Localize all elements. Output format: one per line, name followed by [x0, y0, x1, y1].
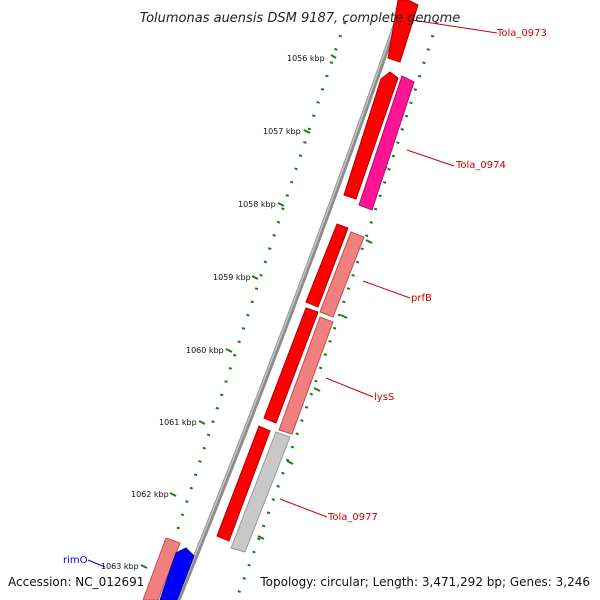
- tick-label: 1059 kbp: [213, 273, 251, 282]
- map-title: Tolumonas auensis DSM 9187, complete gen…: [140, 11, 461, 26]
- gene-label-rimO[interactable]: rimO: [63, 555, 88, 566]
- backbone-line: [175, 0, 407, 600]
- ruler-tick: [198, 420, 206, 425]
- callout-tola0973: [411, 19, 498, 34]
- ruler-ticks: [140, 54, 412, 569]
- ruler-tick: [251, 275, 259, 280]
- gene-label-prfB[interactable]: prfB: [411, 293, 432, 304]
- tick-label: 1060 kbp: [186, 346, 224, 355]
- tick-label: 1058 kbp: [238, 200, 276, 209]
- gene-fwd-4[interactable]: [216, 425, 271, 542]
- gene-prfB-arrow[interactable]: [319, 231, 365, 318]
- ruler-tick-outer: [313, 387, 321, 392]
- callout-lysS: [325, 377, 374, 398]
- gene-label-lysS[interactable]: lysS: [374, 392, 394, 403]
- gene-callouts: [87, 19, 498, 568]
- genome-summary-label: Topology: circular; Length: 3,471,292 bp…: [259, 575, 590, 589]
- gene-fwd-1[interactable]: [343, 71, 399, 200]
- gene-rimO-arrow[interactable]: [159, 547, 195, 600]
- ruler-dotted-guide-outer: [236, 21, 439, 596]
- gene-labels: Tola_0973 Tola_0974 prfB lysS Tola_0977 …: [63, 28, 547, 566]
- backbone: [175, 0, 407, 600]
- gene-label-tola0974[interactable]: Tola_0974: [455, 160, 506, 171]
- accession-label: Accession: NC_012691: [8, 575, 144, 589]
- ruler-tick: [169, 492, 177, 497]
- gene-pink-bottom-arrow[interactable]: [142, 537, 181, 600]
- ruler-tick-outer: [365, 239, 373, 244]
- gene-tola0973-arrow[interactable]: [387, 0, 419, 63]
- ruler-tick: [330, 54, 337, 59]
- gene-fwd-3[interactable]: [263, 307, 319, 424]
- gene-tola0974-arrow[interactable]: [358, 75, 415, 211]
- gene-label-tola0977[interactable]: Tola_0977: [327, 512, 378, 523]
- ruler-tick: [140, 564, 148, 569]
- ruler-tick-labels: 1056 kbp 1057 kbp 1058 kbp 1059 kbp 1060…: [101, 54, 325, 571]
- ruler-tick: [225, 348, 233, 353]
- tick-label: 1061 kbp: [159, 418, 197, 427]
- tick-label: 1062 kbp: [131, 490, 169, 499]
- callout-tola0977: [279, 498, 328, 518]
- tick-label: 1056 kbp: [287, 54, 325, 63]
- ruler-tick: [303, 129, 311, 134]
- ruler-tick-outer: [257, 535, 265, 540]
- ruler-tick-outer: [286, 460, 294, 465]
- callout-prfB: [362, 280, 411, 299]
- callout-tola0974: [406, 149, 455, 167]
- tick-label: 1057 kbp: [263, 127, 301, 136]
- gene-tola0977-arrow[interactable]: [230, 431, 291, 553]
- gene-label-tola0973[interactable]: Tola_0973: [496, 28, 547, 39]
- gene-fwd-2[interactable]: [305, 223, 349, 308]
- backbone-highlight: [176, 0, 404, 600]
- ruler-tick-outer: [340, 314, 348, 319]
- gene-lysS-arrow[interactable]: [278, 316, 334, 435]
- callout-rimO: [87, 559, 106, 568]
- tick-label: 1063 kbp: [101, 562, 139, 571]
- reverse-cds-track: [142, 75, 415, 600]
- forward-cds-track: [216, 0, 419, 542]
- ruler-tick: [277, 202, 285, 207]
